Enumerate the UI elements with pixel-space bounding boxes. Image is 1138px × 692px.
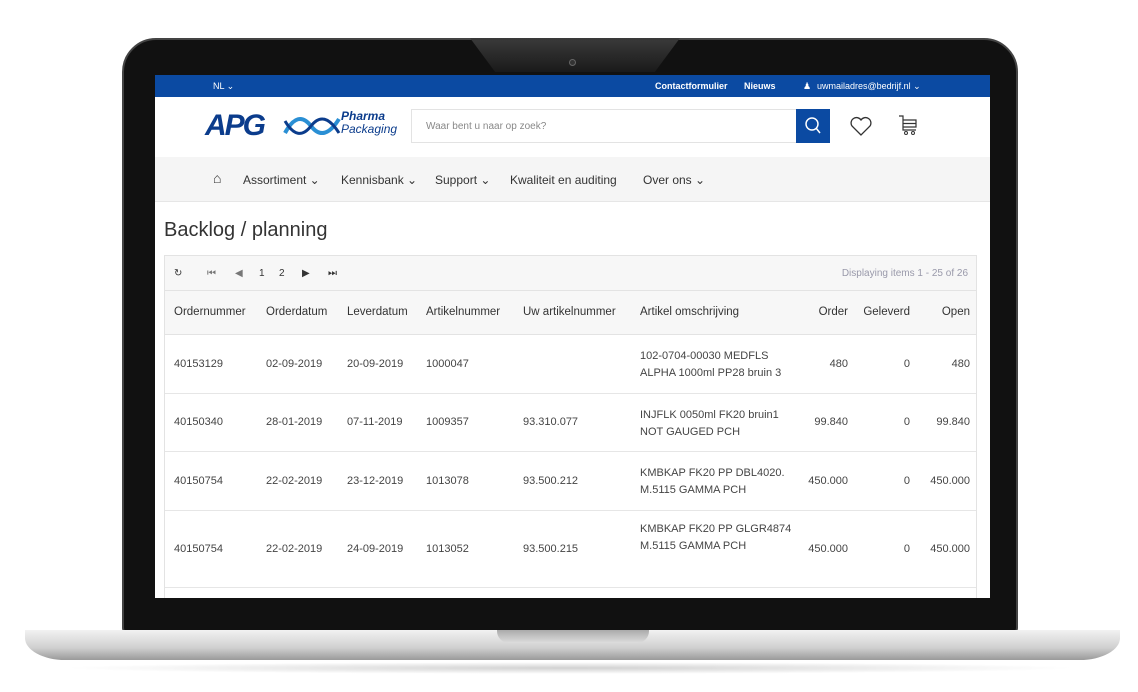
- header: APG Pharma Packaging Waar bent u naar op …: [155, 97, 990, 157]
- table-cell: 22-02-2019: [266, 542, 323, 555]
- search-input[interactable]: Waar bent u naar op zoek?: [411, 109, 797, 143]
- table-row[interactable]: 40150754 22-02-2019 24-09-2019 1013052 93.50…: [165, 511, 976, 588]
- pager-toolbar: ↻ ⏮ ◀ 1 2 ▶ ⏭ Displaying items 1 - 25 of…: [165, 256, 976, 291]
- heart-icon[interactable]: [849, 115, 873, 137]
- nav-kennisbank[interactable]: Kennisbank ⌄: [341, 173, 418, 187]
- table-cell: 0: [903, 542, 910, 555]
- table-cell: 22-02-2019: [266, 474, 323, 487]
- table-header: Ordernummer Orderdatum Leverdatum Artikelnu…: [165, 291, 976, 335]
- table-cell: 450.000: [930, 542, 970, 555]
- table-cell: 0: [903, 474, 910, 487]
- search-button[interactable]: [796, 109, 830, 143]
- refresh-icon[interactable]: ↻: [174, 268, 183, 279]
- table-cell: 480: [951, 357, 970, 370]
- home-icon[interactable]: ⌂: [213, 170, 222, 186]
- table-cell: 1013078: [426, 474, 469, 487]
- pager-status: Displaying items 1 - 25 of 26: [841, 268, 968, 279]
- cart-icon[interactable]: [897, 113, 919, 137]
- logo-text: Pharma Packaging: [341, 109, 398, 136]
- table-row[interactable]: 40150754 22-02-2019 23-12-2019 1013078 93.50…: [165, 452, 976, 511]
- table-cell: 1000047: [426, 357, 469, 370]
- table-cell: 480: [829, 357, 848, 370]
- table-cell: 24-09-2019: [347, 542, 404, 555]
- logo[interactable]: APG: [205, 109, 266, 142]
- table-cell: 1013052: [426, 542, 469, 555]
- table-cell: 20-09-2019: [347, 357, 404, 370]
- user-icon: ♟: [803, 81, 812, 91]
- backlog-grid: ↻ ⏮ ◀ 1 2 ▶ ⏭ Displaying items 1 - 25 of…: [164, 255, 977, 598]
- table-cell: 23-12-2019: [347, 474, 404, 487]
- laptop-shadow: [60, 662, 1080, 674]
- column-header[interactable]: Uw artikelnummer: [523, 306, 616, 318]
- page-title: Backlog / planning: [164, 219, 328, 241]
- laptop-base-notch: [497, 630, 649, 643]
- table-cell: KMBKAP FK20 PP DBL4020. M.5115 GAMMA PCH: [640, 467, 785, 496]
- page-1-button[interactable]: 1: [259, 268, 265, 279]
- contact-link[interactable]: Contactformulier: [655, 81, 728, 91]
- table-cell: 450.000: [930, 474, 970, 487]
- table-cell: 102-0704-00030 MEDFLS ALPHA 1000ml PP28 …: [640, 350, 782, 379]
- next-page-button[interactable]: ▶: [302, 268, 310, 279]
- table-cell: 93.310.077: [523, 416, 579, 428]
- column-header[interactable]: Leverdatum: [347, 306, 408, 318]
- logo-dna-icon: [283, 117, 341, 135]
- table-cell: 0: [903, 357, 910, 370]
- table-cell: INJFLK 0050ml FK20 bruin1 NOT GAUGED PCH: [640, 409, 779, 438]
- table-row[interactable]: 40150340 28-01-2019 07-11-2019 1009357 93.31…: [165, 394, 976, 452]
- nav-kwaliteit[interactable]: Kwaliteit en auditing: [510, 173, 617, 187]
- column-header[interactable]: Open: [941, 306, 970, 318]
- main-nav: ⌂ Assortiment ⌄ Kennisbank ⌄ Support ⌄ K…: [155, 157, 990, 202]
- news-link[interactable]: Nieuws: [744, 81, 776, 91]
- prev-page-button[interactable]: ◀: [235, 268, 243, 279]
- table-cell: 93.500.215: [523, 542, 579, 555]
- last-page-button[interactable]: ⏭: [328, 268, 337, 279]
- table-cell: 450.000: [808, 542, 848, 555]
- nav-support[interactable]: Support ⌄: [435, 173, 491, 187]
- column-header[interactable]: Order: [818, 306, 848, 318]
- table-cell: KMBKAP FK20 PP GLGR4874 M.5115 GAMMA PCH: [640, 523, 792, 552]
- nav-assortiment[interactable]: Assortiment ⌄: [243, 173, 320, 187]
- table-cell: 0: [903, 416, 910, 428]
- search-icon: [805, 117, 821, 134]
- camera-icon: [569, 59, 576, 66]
- table-cell: 93.500.212: [523, 474, 579, 487]
- column-header[interactable]: Ordernummer: [174, 306, 246, 318]
- language-selector[interactable]: NL ⌄: [213, 81, 235, 91]
- table-cell: 1009357: [426, 416, 469, 428]
- table-row[interactable]: 40153129 02-09-2019 20-09-2019 1000047 102-0…: [165, 335, 976, 394]
- column-header[interactable]: Artikelnummer: [426, 306, 501, 318]
- laptop-top-notch: [470, 38, 680, 72]
- column-header[interactable]: Geleverd: [863, 306, 910, 318]
- page-2-button[interactable]: 2: [279, 268, 285, 279]
- table-cell: 450.000: [808, 474, 848, 487]
- table-cell: 40150754: [174, 542, 223, 555]
- table-cell: 40150340: [174, 416, 223, 428]
- top-bar: NL ⌄ Contactformulier Nieuws ♟ uwmailadr…: [155, 75, 990, 97]
- table-cell: 28-01-2019: [266, 416, 323, 428]
- table-cell: 99.840: [814, 416, 848, 428]
- table-cell: 07-11-2019: [347, 416, 403, 428]
- table-cell: 02-09-2019: [266, 357, 323, 370]
- column-header[interactable]: Artikel omschrijving: [640, 306, 740, 318]
- account-menu[interactable]: uwmailadres@bedrijf.nl ⌄: [817, 81, 921, 91]
- table-cell: 40153129: [174, 357, 223, 370]
- table-cell: 40150754: [174, 474, 223, 487]
- nav-over-ons[interactable]: Over ons ⌄: [643, 173, 706, 187]
- first-page-button[interactable]: ⏮: [207, 268, 216, 279]
- screen: NL ⌄ Contactformulier Nieuws ♟ uwmailadr…: [155, 75, 990, 598]
- table-cell: 99.840: [936, 416, 970, 428]
- column-header[interactable]: Orderdatum: [266, 306, 328, 318]
